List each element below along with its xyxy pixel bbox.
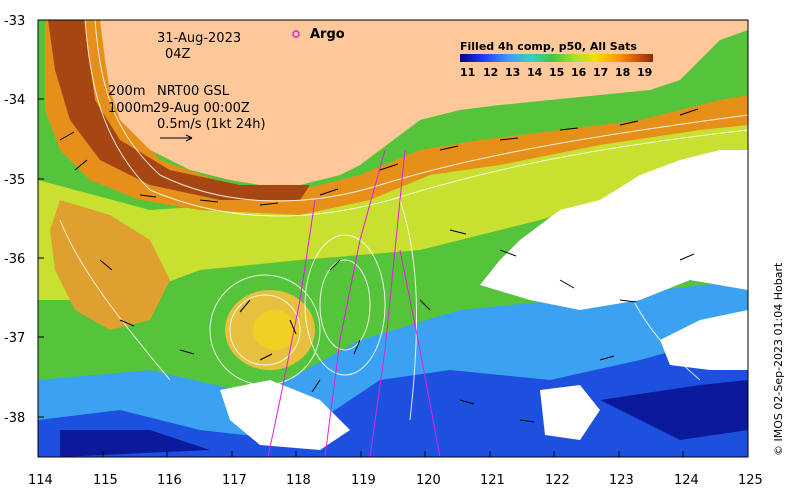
x-tick-label: 124 [674,473,699,488]
hot-core [48,20,310,200]
plot-frame [37,19,749,458]
colorbar-tick: 18 [615,66,630,79]
x-tick-label: 120 [416,473,441,488]
colorbar-tick: 14 [527,66,543,79]
cloud-gap [480,150,748,310]
x-tick-label: 118 [286,473,311,488]
colorbar: Filled 4h comp, p50, All Sats 11 12 13 1… [460,40,653,79]
colorbar-title: Filled 4h comp, p50, All Sats [460,40,637,53]
y-tick-label: -37 [4,331,25,346]
very-cold-water [60,380,748,457]
depth-200-label: 200m [108,84,145,99]
x-tick-label: 123 [609,473,634,488]
x-tick-label: 125 [738,473,763,488]
map-time: 04Z [165,47,191,62]
colorbar-tick: 12 [483,66,498,79]
argo-label: Argo [310,27,345,42]
x-tick-label: 116 [157,473,182,488]
x-tick-label: 121 [480,473,505,488]
x-tick-label: 119 [351,473,376,488]
x-tick-label: 115 [93,473,118,488]
scale-text: 0.5m/s (1kt 24h) [157,117,266,132]
y-tick-label: -33 [4,14,25,29]
contours [59,20,748,421]
leeuwin-current [45,20,748,215]
warm-band [38,110,748,300]
scale-arrow-head [185,134,193,142]
current-vectors [59,108,699,423]
cloud-gap [540,385,600,440]
argo-marker-icon [292,30,300,38]
colorbar-tick: 17 [593,66,608,79]
y-axis: -33 -34 -35 -36 -37 -38 [4,14,44,426]
colorbar-tick: 19 [637,66,652,79]
map-date: 31-Aug-2023 [157,31,241,46]
x-axis: 114 115 116 117 118 119 120 121 122 123 … [28,451,763,488]
y-tick-label: -34 [4,93,25,108]
western-eddy [50,200,170,330]
satellite-tracks [267,149,441,457]
y-tick-label: -38 [4,411,25,426]
product-time: 29-Aug 00:00Z [153,101,250,116]
product-label: NRT00 GSL [157,84,230,99]
x-tick-label: 117 [222,473,247,488]
colorbar-tick: 13 [505,66,520,79]
credit-text: © IMOS 02-Sep-2023 01:04 Hobart [772,262,785,456]
colorbar-tick: 16 [571,66,587,79]
x-tick-label: 114 [28,473,53,488]
colorbar-tick: 11 [460,66,475,79]
x-tick-label: 122 [545,473,570,488]
cloud-gap [220,380,350,450]
cloud-gap [660,310,748,370]
y-tick-label: -35 [4,173,25,188]
colorbar-tick: 15 [549,66,564,79]
y-tick-label: -36 [4,252,25,267]
colorbar-scale [460,54,653,62]
depth-1000-label: 1000m [108,101,154,116]
eddy-117-core [253,310,297,350]
